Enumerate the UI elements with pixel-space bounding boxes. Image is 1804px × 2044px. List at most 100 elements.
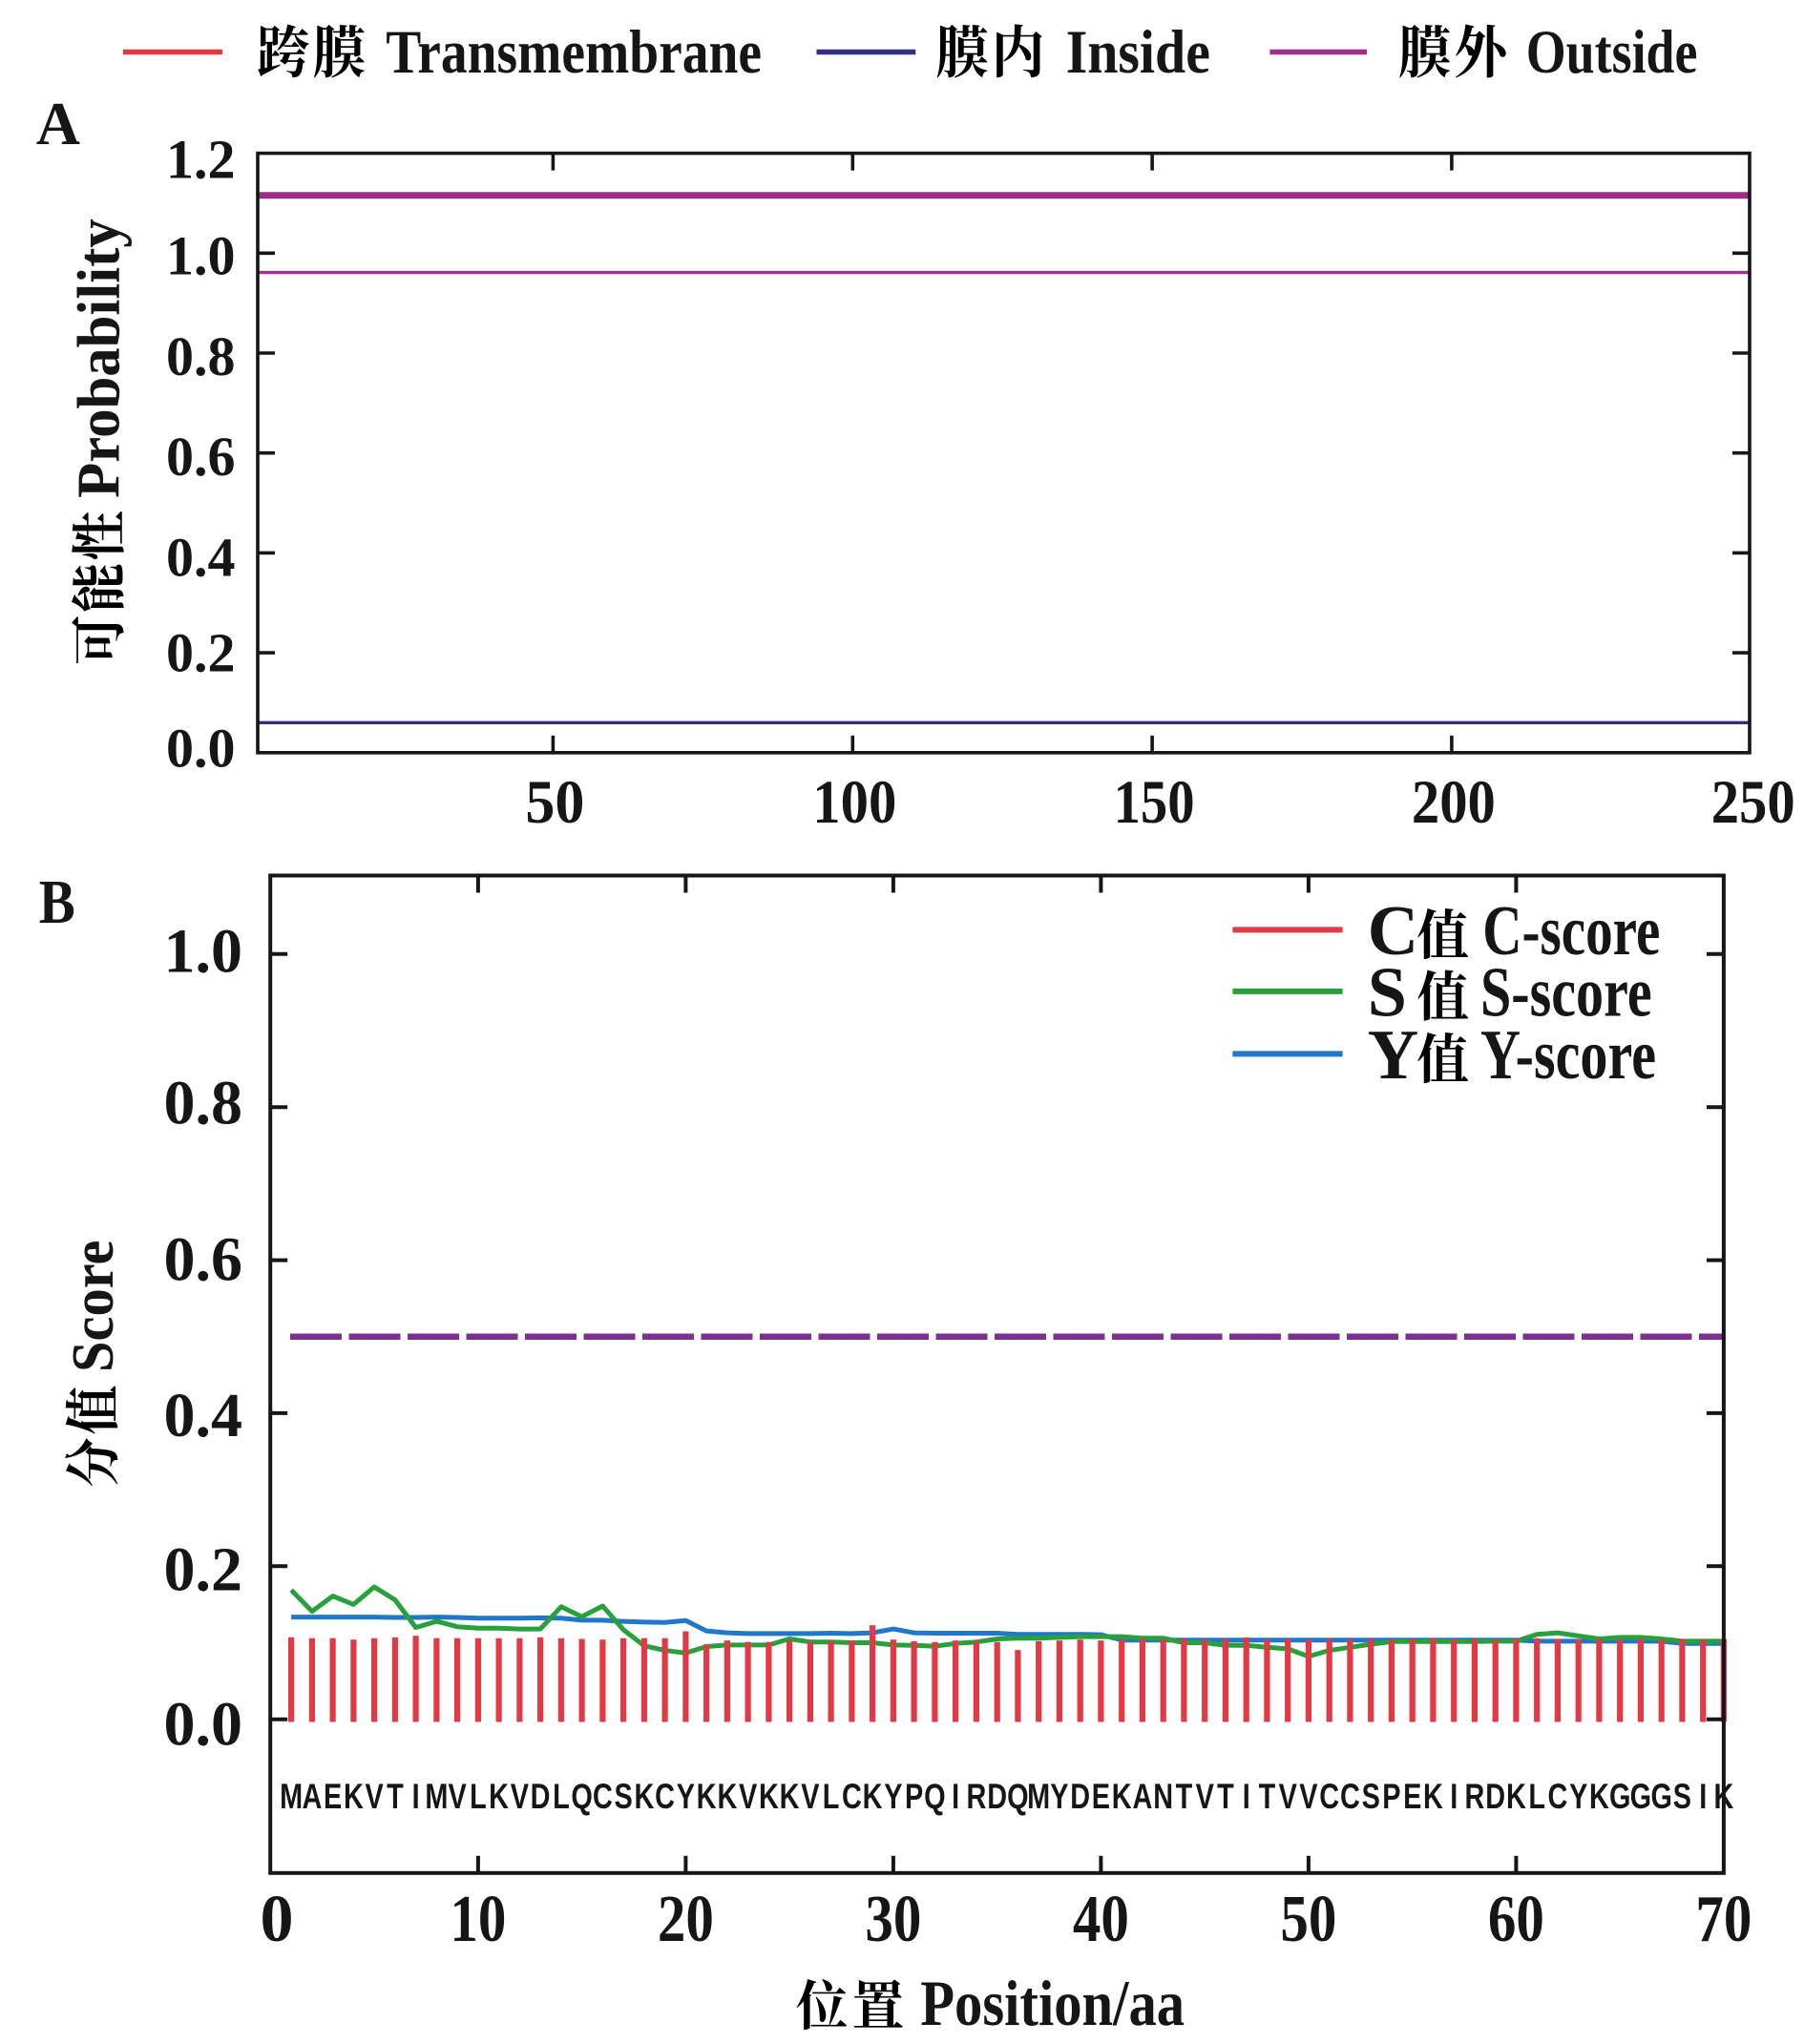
svg-text:V: V — [1299, 1778, 1317, 1817]
svg-text:100: 100 — [812, 768, 896, 837]
svg-text:N: N — [1153, 1778, 1173, 1817]
svg-text:250: 250 — [1711, 768, 1795, 837]
svg-text:M: M — [425, 1778, 448, 1817]
svg-text:V: V — [801, 1778, 819, 1817]
svg-text:1.0: 1.0 — [166, 225, 236, 287]
svg-text:C: C — [1319, 1778, 1339, 1817]
svg-text:1.0: 1.0 — [164, 917, 243, 987]
svg-text:V: V — [511, 1778, 529, 1817]
svg-text:150: 150 — [1114, 768, 1195, 837]
svg-text:T: T — [1217, 1778, 1234, 1817]
svg-text:V: V — [448, 1778, 466, 1817]
svg-text:V: V — [739, 1778, 757, 1817]
svg-text:20: 20 — [658, 1883, 714, 1956]
svg-text:1.2: 1.2 — [166, 129, 236, 191]
svg-text:C-score: C-score — [1482, 892, 1660, 970]
svg-text:V: V — [365, 1778, 383, 1817]
svg-text:Q: Q — [924, 1778, 945, 1817]
svg-text:C: C — [1547, 1778, 1567, 1817]
svg-text:I: I — [1699, 1778, 1707, 1817]
svg-text:G: G — [1630, 1778, 1651, 1817]
svg-text:A: A — [1132, 1778, 1152, 1817]
svg-text:0.8: 0.8 — [164, 1069, 243, 1138]
svg-text:S: S — [1368, 954, 1407, 1032]
svg-text:K: K — [759, 1778, 779, 1817]
svg-text:0.8: 0.8 — [166, 325, 236, 387]
svg-text:S: S — [1362, 1778, 1380, 1817]
svg-text:C: C — [1340, 1778, 1360, 1817]
svg-text:0.6: 0.6 — [164, 1224, 243, 1294]
svg-text:A: A — [36, 90, 80, 157]
svg-text:30: 30 — [865, 1883, 921, 1956]
svg-text:Y: Y — [884, 1778, 902, 1817]
svg-text:Score: Score — [61, 1241, 126, 1373]
svg-text:R: R — [1464, 1778, 1484, 1817]
svg-text:C: C — [593, 1778, 613, 1817]
svg-text:50: 50 — [1280, 1883, 1336, 1956]
svg-text:60: 60 — [1488, 1883, 1544, 1956]
svg-text:Y-score: Y-score — [1480, 1016, 1656, 1095]
svg-text:Y: Y — [1569, 1778, 1587, 1817]
svg-text:0.0: 0.0 — [166, 718, 236, 780]
svg-text:I: I — [1450, 1778, 1458, 1817]
svg-text:0.2: 0.2 — [166, 622, 236, 684]
svg-text:S: S — [1673, 1778, 1691, 1817]
svg-text:S: S — [614, 1778, 632, 1817]
svg-text:V: V — [1196, 1778, 1214, 1817]
svg-text:T: T — [1259, 1778, 1276, 1817]
svg-text:Q: Q — [1007, 1778, 1028, 1817]
svg-text:B: B — [39, 867, 75, 937]
svg-text:K: K — [697, 1778, 717, 1817]
svg-text:K: K — [863, 1778, 883, 1817]
svg-text:D: D — [531, 1778, 551, 1817]
svg-text:I: I — [952, 1778, 959, 1817]
svg-text:I: I — [412, 1778, 420, 1817]
svg-text:Q: Q — [571, 1778, 592, 1817]
svg-text:K: K — [1506, 1778, 1526, 1817]
svg-text:K: K — [634, 1778, 654, 1817]
svg-text:0.6: 0.6 — [166, 426, 236, 488]
svg-text:L: L — [553, 1778, 570, 1817]
svg-text:K: K — [717, 1778, 737, 1817]
svg-text:I: I — [1243, 1778, 1250, 1817]
svg-text:K: K — [1713, 1778, 1733, 1817]
svg-text:C: C — [655, 1778, 675, 1817]
svg-text:A: A — [302, 1778, 322, 1817]
svg-text:Inside: Inside — [1066, 18, 1210, 87]
svg-text:L: L — [1528, 1778, 1545, 1817]
svg-text:T: T — [387, 1778, 404, 1817]
svg-text:0: 0 — [261, 1883, 294, 1956]
svg-text:0.4: 0.4 — [164, 1381, 243, 1450]
svg-text:D: D — [1070, 1778, 1090, 1817]
svg-text:G: G — [1609, 1778, 1630, 1817]
svg-text:E: E — [1403, 1778, 1421, 1817]
svg-text:S-score: S-score — [1480, 954, 1652, 1032]
svg-text:70: 70 — [1695, 1883, 1752, 1956]
svg-text:K: K — [489, 1778, 509, 1817]
svg-text:10: 10 — [450, 1883, 506, 1956]
svg-text:K: K — [1112, 1778, 1132, 1817]
svg-text:G: G — [1650, 1778, 1671, 1817]
svg-text:V: V — [1279, 1778, 1297, 1817]
svg-text:Position/aa: Position/aa — [920, 1967, 1185, 2039]
svg-text:K: K — [1589, 1778, 1609, 1817]
svg-text:L: L — [470, 1778, 487, 1817]
svg-text:M: M — [280, 1778, 303, 1817]
svg-text:D: D — [1485, 1778, 1505, 1817]
svg-text:T: T — [1176, 1778, 1193, 1817]
svg-text:K: K — [780, 1778, 800, 1817]
svg-text:Outside: Outside — [1526, 18, 1698, 87]
svg-text:R: R — [966, 1778, 986, 1817]
svg-text:C: C — [1368, 892, 1418, 970]
svg-text:0.4: 0.4 — [166, 526, 236, 588]
svg-text:P: P — [905, 1778, 923, 1817]
svg-text:P: P — [1382, 1778, 1400, 1817]
svg-text:Transmembrane: Transmembrane — [386, 18, 762, 87]
svg-text:Y: Y — [677, 1778, 695, 1817]
svg-text:0.0: 0.0 — [164, 1690, 243, 1760]
svg-text:C: C — [842, 1778, 862, 1817]
svg-text:E: E — [324, 1778, 342, 1817]
svg-text:K: K — [1423, 1778, 1443, 1817]
svg-text:200: 200 — [1412, 768, 1496, 837]
svg-text:Probability: Probability — [66, 219, 133, 498]
